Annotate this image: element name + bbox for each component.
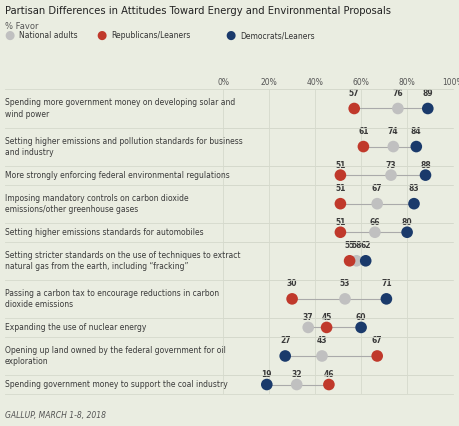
Text: Setting stricter standards on the use of techniques to extract
natural gas from : Setting stricter standards on the use of… [5, 251, 240, 271]
Point [352, 257, 359, 264]
Point [322, 324, 330, 331]
Text: 67: 67 [371, 336, 382, 345]
Point [373, 200, 380, 207]
Text: 51: 51 [335, 161, 345, 170]
Point [336, 200, 343, 207]
Point [361, 257, 369, 264]
Text: ●: ● [96, 29, 106, 42]
Point [292, 381, 300, 388]
Text: Partisan Differences in Attitudes Toward Energy and Environmental Proposals: Partisan Differences in Attitudes Toward… [5, 6, 390, 16]
Text: 37: 37 [302, 313, 313, 322]
Text: 89: 89 [421, 89, 432, 98]
Text: More strongly enforcing federal environmental regulations: More strongly enforcing federal environm… [5, 171, 229, 180]
Point [359, 143, 366, 150]
Text: 58: 58 [351, 241, 361, 250]
Point [409, 200, 417, 207]
Text: 53: 53 [339, 279, 349, 288]
Point [421, 172, 428, 178]
Text: GALLUP, MARCH 1-8, 2018: GALLUP, MARCH 1-8, 2018 [5, 411, 106, 420]
Text: 67: 67 [371, 184, 382, 193]
Point [403, 229, 410, 236]
Text: 43: 43 [316, 336, 326, 345]
Point [341, 296, 348, 302]
Text: Setting higher emissions standards for automobiles: Setting higher emissions standards for a… [5, 228, 203, 237]
Text: 61: 61 [358, 127, 368, 136]
Text: Spending more government money on developing solar and
wind power: Spending more government money on develo… [5, 98, 235, 118]
Text: 32: 32 [291, 370, 301, 379]
Point [325, 381, 332, 388]
Text: Imposing mandatory controls on carbon dioxide
emissions/other greenhouse gases: Imposing mandatory controls on carbon di… [5, 194, 188, 214]
Text: 66: 66 [369, 218, 379, 227]
Point [345, 257, 353, 264]
Text: 80: 80 [401, 218, 412, 227]
Point [389, 143, 396, 150]
Point [263, 381, 270, 388]
Text: 71: 71 [380, 279, 391, 288]
Text: 83: 83 [408, 184, 419, 193]
Point [386, 172, 394, 178]
Text: Setting higher emissions and pollution standards for business
and industry: Setting higher emissions and pollution s… [5, 136, 242, 157]
Text: Opening up land owned by the federal government for oil
exploration: Opening up land owned by the federal gov… [5, 346, 225, 366]
Text: 88: 88 [419, 161, 430, 170]
Text: 76: 76 [392, 89, 403, 98]
Text: 84: 84 [410, 127, 421, 136]
Point [357, 324, 364, 331]
Text: Republicans/Leaners: Republicans/Leaners [111, 31, 190, 40]
Text: 57: 57 [348, 89, 358, 98]
Text: 19: 19 [261, 370, 271, 379]
Text: Expanding the use of nuclear energy: Expanding the use of nuclear energy [5, 323, 146, 332]
Text: 73: 73 [385, 161, 396, 170]
Text: 74: 74 [387, 127, 398, 136]
Text: ●: ● [225, 29, 235, 42]
Text: 51: 51 [335, 184, 345, 193]
Point [336, 229, 343, 236]
Point [281, 353, 288, 360]
Point [412, 143, 419, 150]
Text: National adults: National adults [19, 31, 78, 40]
Point [423, 105, 431, 112]
Text: % Favor: % Favor [5, 22, 38, 31]
Point [304, 324, 311, 331]
Text: 60: 60 [355, 313, 365, 322]
Text: Spending government money to support the coal industry: Spending government money to support the… [5, 380, 227, 389]
Text: Passing a carbon tax to encourage reductions in carbon
dioxide emissions: Passing a carbon tax to encourage reduct… [5, 289, 218, 309]
Text: 27: 27 [279, 336, 290, 345]
Text: 30: 30 [286, 279, 297, 288]
Point [393, 105, 401, 112]
Point [318, 353, 325, 360]
Point [382, 296, 389, 302]
Text: Democrats/Leaners: Democrats/Leaners [240, 31, 314, 40]
Text: 51: 51 [335, 218, 345, 227]
Text: ●: ● [5, 29, 15, 42]
Point [288, 296, 295, 302]
Text: 55: 55 [344, 241, 354, 250]
Text: 46: 46 [323, 370, 333, 379]
Text: 45: 45 [321, 313, 331, 322]
Point [370, 229, 378, 236]
Text: 62: 62 [360, 241, 370, 250]
Point [373, 353, 380, 360]
Point [336, 172, 343, 178]
Point [350, 105, 357, 112]
